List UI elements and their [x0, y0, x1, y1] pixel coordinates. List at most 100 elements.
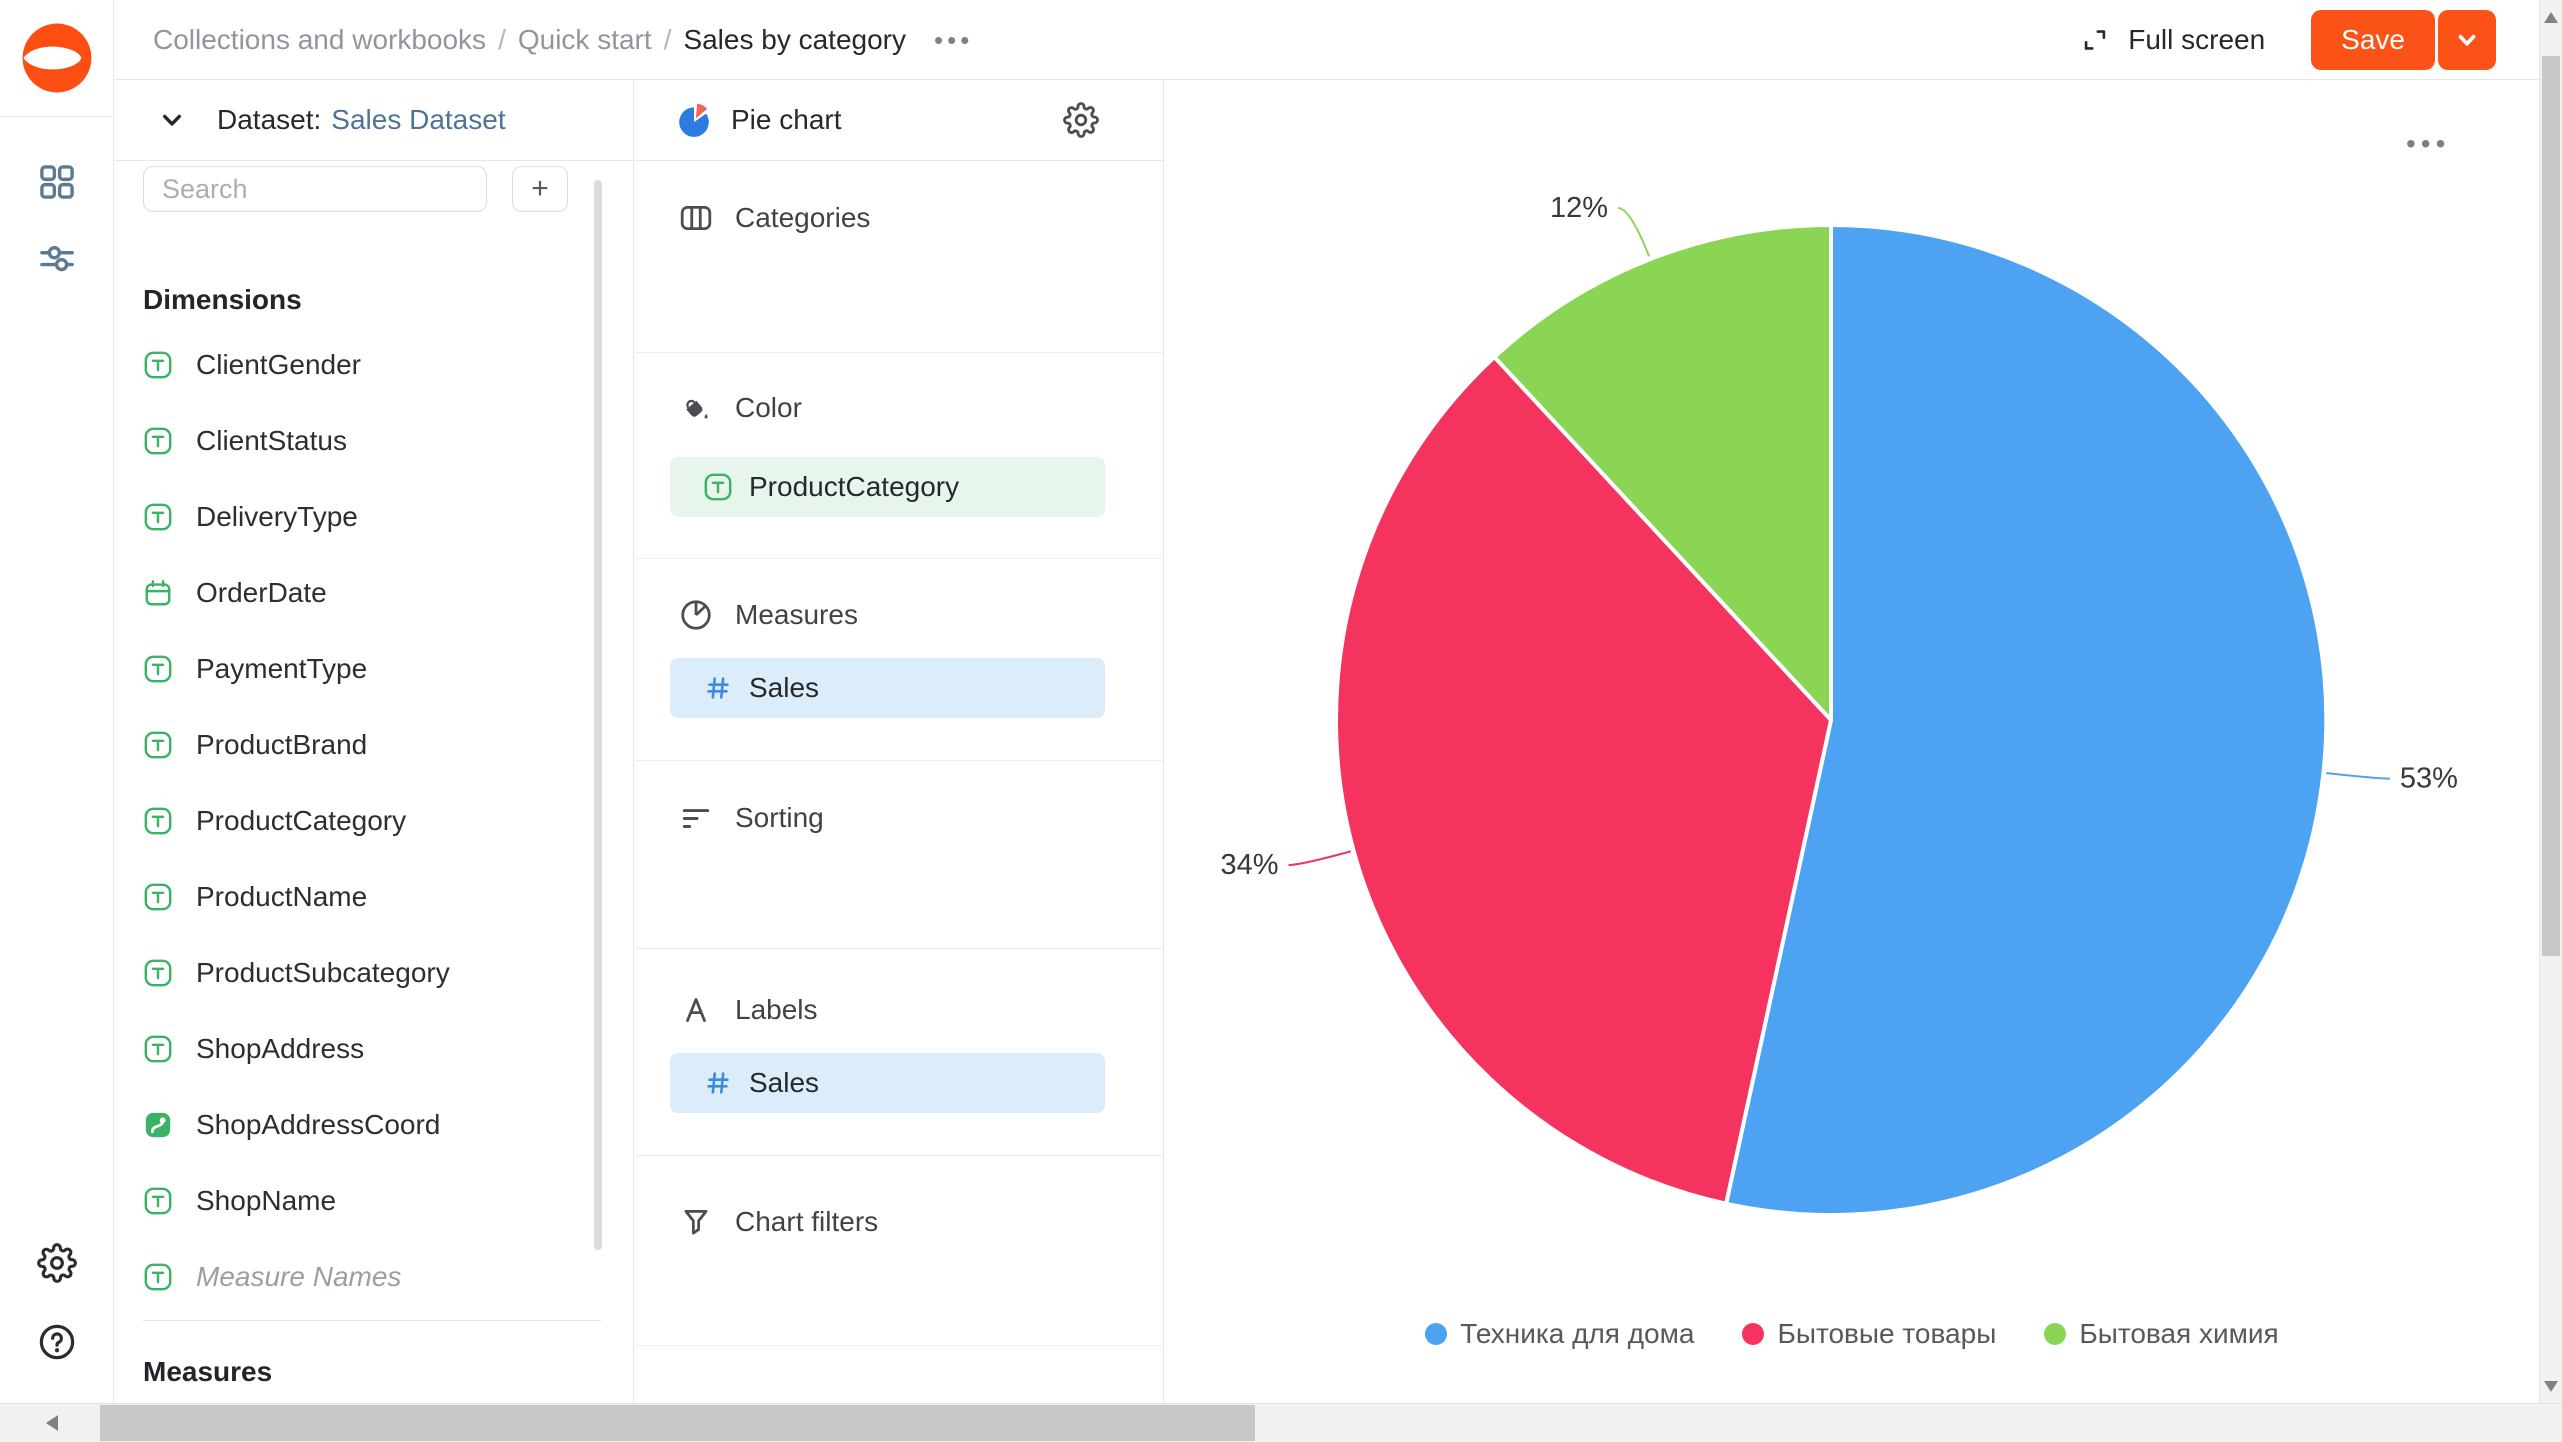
scroll-down-arrow-icon[interactable]: [2544, 1381, 2558, 1392]
letter-a-icon: [679, 993, 713, 1027]
pie-label-connector: [1288, 850, 1351, 867]
help-icon: [37, 1322, 77, 1362]
nav-services-button[interactable]: [36, 237, 78, 279]
pie-slice[interactable]: [1724, 223, 2329, 1217]
field-name: ProductBrand: [196, 729, 368, 760]
color-field-chip[interactable]: ProductCategory: [670, 457, 1105, 517]
chart-more-menu[interactable]: •••: [2406, 128, 2451, 159]
text-field-icon: [143, 1186, 173, 1216]
pie-slice[interactable]: [1334, 355, 1833, 1206]
app-logo[interactable]: [0, 0, 113, 117]
number-hash-icon: [703, 673, 733, 703]
chart-settings-button[interactable]: [1063, 102, 1099, 138]
chart-type-label[interactable]: Pie chart: [731, 104, 842, 135]
field-name: Measure Names: [196, 1261, 402, 1292]
dataset-panel: Dataset: Sales Dataset + Dimensions Clie…: [113, 80, 634, 1404]
pie-slice-icon: [679, 598, 713, 632]
field-item[interactable]: ProductBrand: [143, 707, 583, 783]
dimensions-heading: Dimensions: [143, 284, 302, 315]
scroll-up-arrow-icon[interactable]: [2544, 12, 2558, 23]
horizontal-scrollbar-thumb[interactable]: [100, 1405, 1255, 1441]
field-name: DeliveryType: [196, 501, 358, 532]
field-item[interactable]: ProductCategory: [143, 783, 583, 859]
entry-more-menu[interactable]: •••: [934, 24, 974, 55]
save-split-button: Save: [2311, 9, 2496, 70]
rail-settings-button[interactable]: [36, 1242, 78, 1284]
dataset-list-scrollbar[interactable]: [594, 180, 602, 1250]
legend-dot-icon: [2044, 1323, 2067, 1345]
legend-dot-icon: [1742, 1323, 1765, 1345]
dataset-header: Dataset: Sales Dataset: [113, 80, 633, 161]
save-button[interactable]: Save: [2311, 9, 2435, 70]
field-item[interactable]: Measure Names: [143, 1239, 583, 1315]
field-item[interactable]: ProductSubcategory: [143, 935, 583, 1011]
scroll-left-arrow-icon[interactable]: [46, 1415, 58, 1431]
field-name: ProductSubcategory: [196, 957, 450, 988]
pie-label-connector: [1617, 207, 1651, 257]
section-chart-filters: Chart filters: [679, 1202, 878, 1242]
rail-help-button[interactable]: [36, 1321, 78, 1363]
pie-slice[interactable]: [1492, 223, 1833, 722]
legend-item[interactable]: Техника для дома: [1425, 1318, 1694, 1350]
text-field-icon: [143, 730, 173, 760]
text-field-icon: [143, 502, 173, 532]
legend-label: Техника для дома: [1460, 1318, 1695, 1349]
legend-item[interactable]: Бытовая химия: [2044, 1318, 2279, 1350]
chart-filters-label: Chart filters: [735, 1206, 879, 1237]
section-categories: Categories: [679, 198, 870, 238]
dataset-name-link[interactable]: Sales Dataset: [331, 104, 506, 135]
field-item[interactable]: ClientGender: [143, 327, 583, 403]
vertical-scrollbar-thumb[interactable]: [2542, 56, 2560, 956]
field-item[interactable]: OrderDate: [143, 555, 583, 631]
field-item[interactable]: ProductName: [143, 859, 583, 935]
horizontal-scrollbar[interactable]: [0, 1403, 2562, 1442]
add-field-button[interactable]: +: [512, 166, 568, 212]
text-field-icon: [143, 958, 173, 988]
left-rail: [0, 0, 114, 1404]
breadcrumb-item[interactable]: Quick start: [517, 23, 652, 55]
legend-label: Бытовая химия: [2079, 1318, 2279, 1349]
breadcrumb-item[interactable]: Sales by category: [683, 23, 907, 55]
field-name: ClientStatus: [196, 425, 347, 456]
field-item[interactable]: ShopAddress: [143, 1011, 583, 1087]
field-search-input[interactable]: [143, 166, 487, 212]
chevron-down-icon: [2454, 27, 2480, 53]
text-field-icon: [143, 1262, 173, 1292]
field-item[interactable]: PaymentType: [143, 631, 583, 707]
field-name: ProductName: [196, 881, 368, 912]
field-item[interactable]: ShopAddressCoord: [143, 1087, 583, 1163]
vertical-scrollbar[interactable]: [2539, 0, 2562, 1404]
datalens-logo-icon: [22, 23, 91, 93]
measure-field-chip[interactable]: Sales: [670, 658, 1105, 718]
field-name: ClientGender: [196, 349, 361, 380]
breadcrumb-separator: /: [663, 23, 672, 55]
field-item[interactable]: ShopName: [143, 1163, 583, 1239]
columns-icon: [679, 201, 713, 235]
dataset-label: Dataset:: [217, 104, 322, 135]
pie-chart-type-icon[interactable]: [675, 101, 713, 139]
field-name: OrderDate: [196, 577, 327, 608]
legend-dot-icon: [1425, 1323, 1448, 1345]
save-options-button[interactable]: [2438, 9, 2496, 70]
full-screen-label: Full screen: [2128, 23, 2266, 55]
pie-percent-label: 53%: [2400, 763, 2458, 795]
dataset-collapse-button[interactable]: [159, 107, 185, 133]
section-labels: Labels: [679, 990, 818, 1030]
field-item[interactable]: ClientStatus: [143, 403, 583, 479]
text-field-icon: [143, 350, 173, 380]
text-field-icon: [143, 654, 173, 684]
date-field-icon: [143, 578, 173, 608]
field-name: ProductCategory: [196, 805, 407, 836]
pie-percent-label: 34%: [1220, 849, 1278, 881]
sorting-label: Sorting: [735, 802, 824, 833]
breadcrumb-separator: /: [498, 23, 506, 55]
color-label: Color: [735, 392, 802, 423]
full-screen-button[interactable]: Full screen: [2080, 24, 2265, 56]
sort-lines-icon: [679, 801, 713, 835]
field-item[interactable]: DeliveryType: [143, 479, 583, 555]
breadcrumb-item[interactable]: Collections and workbooks: [153, 23, 487, 55]
labels-field-chip[interactable]: Sales: [670, 1053, 1105, 1113]
legend-item[interactable]: Бытовые товары: [1742, 1318, 1996, 1350]
text-field-icon: [703, 472, 733, 502]
nav-collections-button[interactable]: [36, 161, 78, 203]
